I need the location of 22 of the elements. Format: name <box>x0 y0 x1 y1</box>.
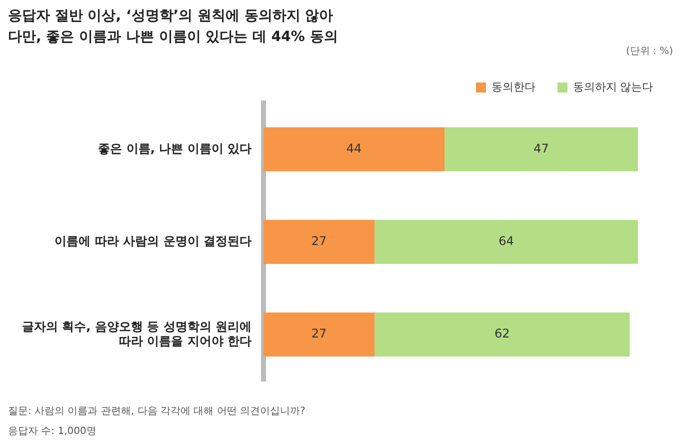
data-label: 47 <box>534 141 549 156</box>
data-label: 64 <box>498 234 514 248</box>
chart-subtitle: 다만, 좋은 이름과 나쁜 이름이 있다는 데 44% 동의 <box>8 28 338 46</box>
chart-title: 응답자 절반 이상, ‘성명학’의 원칙에 동의하지 않아 <box>8 7 334 26</box>
legend-label: 동의하지 않는다 <box>572 82 654 94</box>
bar <box>263 127 445 172</box>
text: 응답자 수: 1,000명 <box>8 425 96 438</box>
data-label: 44 <box>346 141 362 156</box>
legend-label: 동의한다 <box>491 82 536 94</box>
y-tick-label: 글자의 획수, 음양오행 등 성명학의 원리에 따라 이름을 지어야 한다 <box>22 319 252 348</box>
bar <box>374 312 630 356</box>
bar <box>263 312 375 356</box>
y-tick-label: 이름에 따라 사람의 운명이 결정된다 <box>54 234 252 248</box>
text: (단위 : %) <box>626 45 673 58</box>
bar <box>374 220 638 264</box>
data-label: 27 <box>311 326 327 341</box>
data-label: 62 <box>494 326 510 341</box>
data-label: 27 <box>311 234 327 248</box>
bar <box>263 220 375 264</box>
y-tick-label: 좋은 이름, 나쁜 이름이 있다 <box>98 141 252 156</box>
bar <box>444 127 638 172</box>
text: 질문: 사람의 이름과 관련해, 다음 각각에 대해 어떤 의견이십니까? <box>8 405 306 418</box>
